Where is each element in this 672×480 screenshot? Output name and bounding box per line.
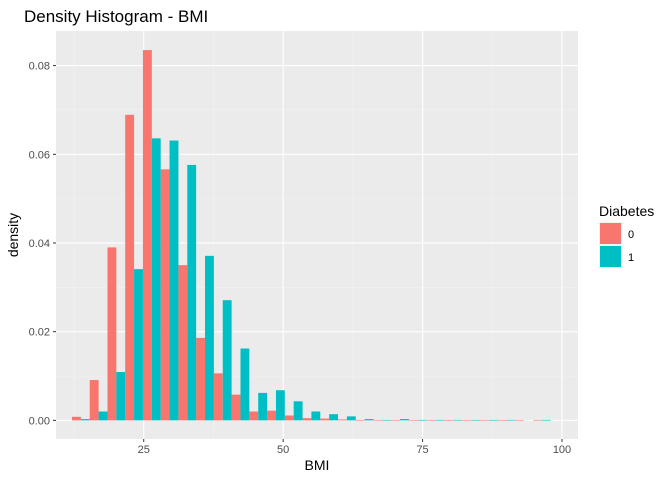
histogram-bar: [169, 140, 179, 421]
histogram-bar: [222, 300, 232, 421]
histogram-bar: [98, 411, 108, 421]
histogram-bar: [444, 419, 454, 421]
histogram-bar: [196, 337, 206, 421]
histogram-bar: [72, 416, 81, 421]
histogram-bar: [497, 419, 507, 421]
histogram-bar: [284, 415, 294, 421]
chart-title: Density Histogram - BMI: [24, 7, 208, 26]
histogram-bar: [382, 419, 392, 421]
legend: Diabetes 0 1: [599, 203, 654, 268]
histogram-bar: [178, 265, 188, 421]
legend-swatch: [600, 223, 621, 244]
y-tick-label: 0.02: [29, 327, 50, 339]
y-axis-title: density: [5, 213, 21, 257]
histogram-bar: [107, 247, 117, 421]
x-tick-label: 50: [277, 444, 289, 456]
histogram-bar: [541, 419, 551, 421]
histogram-bar: [355, 419, 365, 421]
histogram-bar: [506, 419, 516, 421]
histogram-bar: [187, 164, 197, 421]
histogram-bar: [258, 392, 268, 421]
histogram-bar: [213, 373, 223, 421]
histogram-bar: [515, 419, 525, 421]
histogram-bar: [240, 348, 250, 421]
histogram-bar: [329, 414, 339, 421]
histogram-bar: [116, 372, 126, 421]
legend-swatch: [600, 246, 621, 267]
histogram-bar: [89, 380, 99, 421]
x-tick-label: 75: [416, 444, 428, 456]
histogram-bar: [249, 411, 259, 421]
histogram-bar: [453, 419, 463, 421]
histogram-bar: [346, 416, 356, 421]
histogram-bar: [205, 255, 214, 421]
y-tick-label: 0.04: [29, 238, 50, 250]
histogram-bar: [142, 50, 152, 421]
histogram-bar: [462, 419, 472, 421]
histogram-bars: [72, 50, 551, 421]
x-axis: 25 50 75 100: [138, 439, 571, 456]
y-tick-label: 0.08: [29, 61, 50, 73]
histogram-bar: [302, 418, 312, 421]
histogram-bar: [320, 418, 330, 421]
histogram-bar: [426, 419, 436, 421]
histogram-bar: [134, 269, 143, 421]
histogram-bar: [80, 419, 90, 421]
histogram-bar: [471, 419, 480, 421]
histogram-bar: [267, 410, 276, 421]
histogram-bar: [533, 419, 542, 421]
y-tick-label: 0.06: [29, 149, 50, 161]
histogram-bar: [275, 390, 285, 421]
histogram-bar: [417, 419, 427, 421]
x-tick-label: 25: [138, 444, 150, 456]
histogram-bar: [391, 419, 401, 421]
histogram-bar: [160, 169, 170, 421]
histogram-bar: [373, 419, 383, 421]
histogram-bar: [125, 114, 135, 421]
x-tick-label: 100: [553, 444, 571, 456]
histogram-bar: [293, 401, 303, 421]
histogram-bar: [231, 394, 241, 421]
histogram-bar: [364, 419, 374, 421]
y-tick-label: 0.00: [29, 415, 50, 427]
histogram-bar: [151, 138, 161, 421]
legend-title: Diabetes: [599, 203, 654, 219]
histogram-bar: [479, 419, 489, 421]
plot-panel: [56, 31, 578, 439]
histogram-bar: [400, 419, 409, 421]
legend-label: 1: [628, 252, 634, 264]
histogram-bar: [408, 419, 418, 421]
y-axis: 0.00 0.02 0.04 0.06 0.08: [29, 61, 56, 427]
histogram-bar: [435, 419, 445, 421]
x-axis-title: BMI: [305, 457, 330, 473]
legend-label: 0: [628, 229, 634, 241]
histogram-bar: [311, 411, 321, 421]
histogram-bar: [338, 419, 347, 421]
histogram-bar: [488, 419, 498, 421]
